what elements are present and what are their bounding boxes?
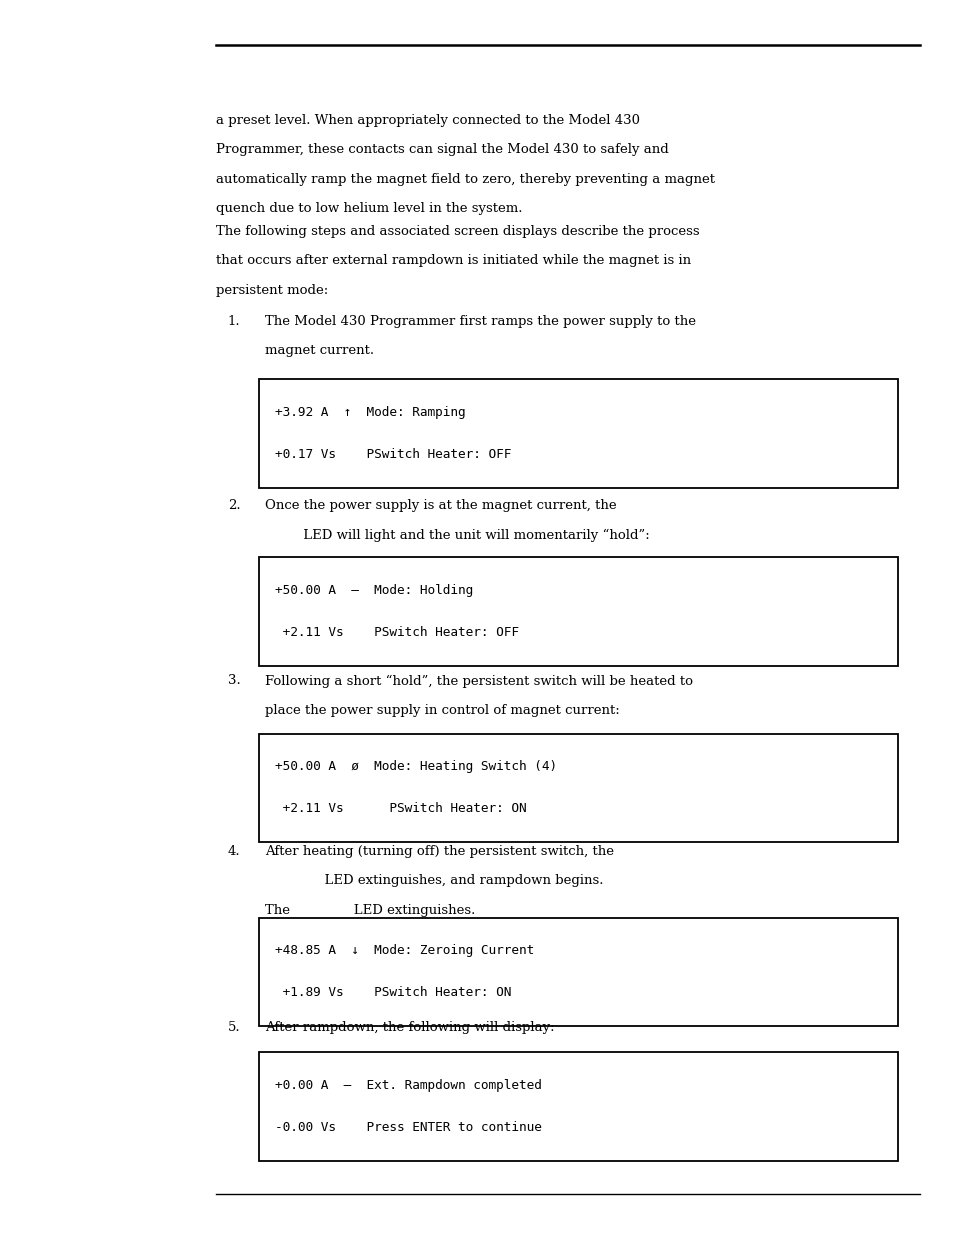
- Text: magnet current.: magnet current.: [265, 345, 374, 357]
- Text: a preset level. When appropriately connected to the Model 430: a preset level. When appropriately conne…: [215, 114, 639, 127]
- Text: +3.92 A  ↑  Mode: Ramping: +3.92 A ↑ Mode: Ramping: [274, 406, 465, 419]
- Text: After rampdown, the following will display:: After rampdown, the following will displ…: [265, 1021, 555, 1035]
- Text: 2.: 2.: [228, 499, 240, 513]
- Text: LED extinguishes, and rampdown begins.: LED extinguishes, and rampdown begins.: [265, 874, 603, 887]
- Text: The Model 430 Programmer first ramps the power supply to the: The Model 430 Programmer first ramps the…: [265, 315, 696, 329]
- Text: automatically ramp the magnet field to zero, thereby preventing a magnet: automatically ramp the magnet field to z…: [215, 173, 714, 185]
- Text: The following steps and associated screen displays describe the process: The following steps and associated scree…: [215, 225, 699, 238]
- FancyBboxPatch shape: [259, 918, 897, 1026]
- Text: +48.85 A  ↓  Mode: Zeroing Current: +48.85 A ↓ Mode: Zeroing Current: [274, 945, 534, 957]
- Text: that occurs after external rampdown is initiated while the magnet is in: that occurs after external rampdown is i…: [215, 254, 690, 267]
- Text: +0.17 Vs    PSwitch Heater: OFF: +0.17 Vs PSwitch Heater: OFF: [274, 448, 511, 461]
- FancyBboxPatch shape: [259, 557, 897, 666]
- Text: +50.00 A  –  Mode: Holding: +50.00 A – Mode: Holding: [274, 584, 473, 597]
- Text: Once the power supply is at the magnet current, the: Once the power supply is at the magnet c…: [265, 499, 617, 513]
- Text: Following a short “hold”, the persistent switch will be heated to: Following a short “hold”, the persistent…: [265, 674, 693, 688]
- FancyBboxPatch shape: [259, 1052, 897, 1161]
- Text: The               LED extinguishes.: The LED extinguishes.: [265, 904, 476, 916]
- Text: 5.: 5.: [228, 1021, 240, 1035]
- Text: -0.00 Vs    Press ENTER to continue: -0.00 Vs Press ENTER to continue: [274, 1121, 541, 1134]
- FancyBboxPatch shape: [259, 379, 897, 488]
- Text: LED will light and the unit will momentarily “hold”:: LED will light and the unit will momenta…: [265, 529, 649, 542]
- Text: +0.00 A  –  Ext. Rampdown completed: +0.00 A – Ext. Rampdown completed: [274, 1079, 541, 1092]
- Text: 3.: 3.: [228, 674, 240, 688]
- FancyBboxPatch shape: [259, 734, 897, 842]
- Text: +1.89 Vs    PSwitch Heater: ON: +1.89 Vs PSwitch Heater: ON: [274, 987, 511, 999]
- Text: +50.00 A  ø  Mode: Heating Switch (4): +50.00 A ø Mode: Heating Switch (4): [274, 761, 557, 773]
- Text: 1.: 1.: [228, 315, 240, 329]
- Text: persistent mode:: persistent mode:: [215, 284, 328, 296]
- Text: Programmer, these contacts can signal the Model 430 to safely and: Programmer, these contacts can signal th…: [215, 143, 668, 156]
- Text: 4.: 4.: [228, 845, 240, 858]
- Text: +2.11 Vs    PSwitch Heater: OFF: +2.11 Vs PSwitch Heater: OFF: [274, 626, 518, 638]
- Text: place the power supply in control of magnet current:: place the power supply in control of mag…: [265, 704, 619, 716]
- Text: quench due to low helium level in the system.: quench due to low helium level in the sy…: [215, 203, 521, 215]
- Text: +2.11 Vs      PSwitch Heater: ON: +2.11 Vs PSwitch Heater: ON: [274, 803, 526, 815]
- Text: After heating (turning off) the persistent switch, the: After heating (turning off) the persiste…: [265, 845, 614, 858]
